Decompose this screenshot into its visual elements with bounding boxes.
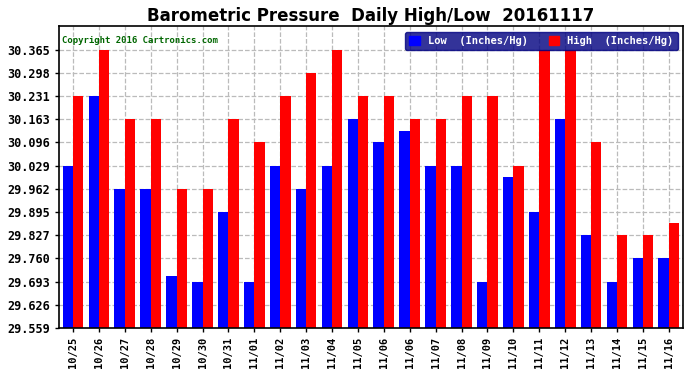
Bar xyxy=(255,142,265,328)
Bar xyxy=(384,96,394,328)
Bar xyxy=(400,131,410,328)
Bar xyxy=(202,189,213,328)
Bar xyxy=(322,166,332,328)
Bar xyxy=(177,189,187,328)
Bar xyxy=(192,282,202,328)
Bar xyxy=(73,96,83,328)
Bar xyxy=(125,119,135,328)
Bar xyxy=(435,119,446,328)
Bar xyxy=(410,119,420,328)
Bar xyxy=(140,189,150,328)
Bar xyxy=(565,50,575,328)
Bar xyxy=(296,189,306,328)
Bar xyxy=(88,96,99,328)
Bar xyxy=(658,258,669,328)
Bar xyxy=(669,223,679,328)
Bar xyxy=(332,50,342,328)
Bar xyxy=(244,282,255,328)
Bar xyxy=(643,235,653,328)
Text: Copyright 2016 Cartronics.com: Copyright 2016 Cartronics.com xyxy=(62,36,218,45)
Bar xyxy=(607,282,617,328)
Bar xyxy=(228,119,239,328)
Bar xyxy=(462,96,472,328)
Bar xyxy=(166,276,177,328)
Bar xyxy=(218,212,228,328)
Bar xyxy=(503,177,513,328)
Bar xyxy=(451,166,462,328)
Bar xyxy=(487,96,497,328)
Bar xyxy=(425,166,435,328)
Bar xyxy=(617,235,627,328)
Bar xyxy=(63,166,73,328)
Bar xyxy=(150,119,161,328)
Bar xyxy=(581,235,591,328)
Bar xyxy=(99,50,109,328)
Bar xyxy=(270,166,280,328)
Bar xyxy=(591,142,602,328)
Bar xyxy=(306,73,317,328)
Title: Barometric Pressure  Daily High/Low  20161117: Barometric Pressure Daily High/Low 20161… xyxy=(147,7,595,25)
Bar xyxy=(373,142,384,328)
Legend: Low  (Inches/Hg), High  (Inches/Hg): Low (Inches/Hg), High (Inches/Hg) xyxy=(405,32,678,50)
Bar xyxy=(477,282,487,328)
Bar xyxy=(633,258,643,328)
Bar xyxy=(555,119,565,328)
Bar xyxy=(513,166,524,328)
Bar xyxy=(540,50,550,328)
Bar xyxy=(358,96,368,328)
Bar xyxy=(529,212,540,328)
Bar xyxy=(348,119,358,328)
Bar xyxy=(280,96,290,328)
Bar xyxy=(115,189,125,328)
